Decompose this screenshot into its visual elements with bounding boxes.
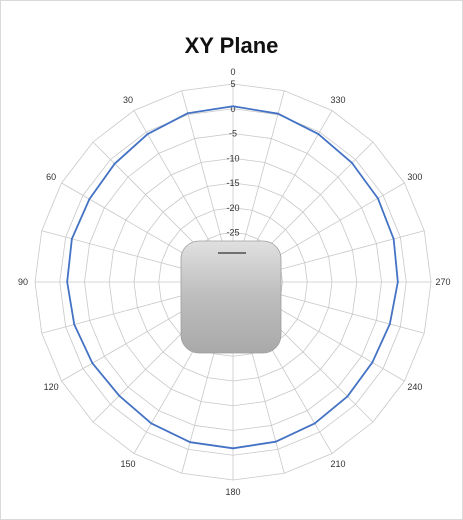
data-point — [118, 394, 121, 397]
data-point — [232, 447, 234, 450]
angle-label: 60 — [46, 172, 56, 182]
chart-title: XY Plane — [184, 33, 279, 58]
radial-tick-label: -10 — [226, 153, 239, 163]
access-point-device-icon — [180, 240, 282, 354]
data-point — [371, 361, 374, 364]
radial-tick-label: -20 — [226, 203, 239, 213]
angle-label: 30 — [123, 95, 133, 105]
data-point — [73, 323, 76, 326]
data-point — [274, 440, 277, 443]
angle-label: 300 — [407, 172, 422, 182]
data-point — [189, 441, 191, 444]
data-point — [91, 362, 94, 365]
data-point — [376, 197, 379, 200]
data-point — [388, 323, 391, 325]
data-point — [277, 112, 279, 115]
data-point — [70, 237, 73, 240]
data-point — [351, 162, 353, 164]
data-point — [150, 422, 153, 425]
data-point — [346, 395, 349, 398]
radial-tick-label: 5 — [230, 79, 235, 89]
angle-label: 330 — [330, 95, 345, 105]
angle-label: 270 — [435, 277, 450, 287]
angle-label: 0 — [230, 67, 235, 77]
radial-tick-label: 0 — [230, 104, 235, 114]
data-point — [186, 112, 189, 115]
radial-tick-label: -5 — [229, 129, 237, 139]
data-point — [317, 133, 320, 136]
angle-label: 210 — [330, 459, 345, 469]
angle-label: 240 — [407, 382, 422, 392]
radial-tick-label: -25 — [226, 228, 239, 238]
radial-tick-label: -15 — [226, 178, 239, 188]
data-point — [88, 198, 91, 200]
data-point — [113, 162, 116, 165]
data-point — [392, 238, 395, 240]
angle-label: 150 — [120, 459, 135, 469]
data-point — [146, 133, 149, 136]
data-point — [313, 422, 316, 425]
angle-label: 90 — [18, 277, 28, 287]
data-point — [66, 281, 69, 283]
angle-label: 120 — [44, 382, 59, 392]
angle-label: 180 — [225, 487, 240, 497]
device-body — [180, 240, 282, 354]
data-point — [396, 281, 399, 283]
data-point — [232, 105, 234, 108]
